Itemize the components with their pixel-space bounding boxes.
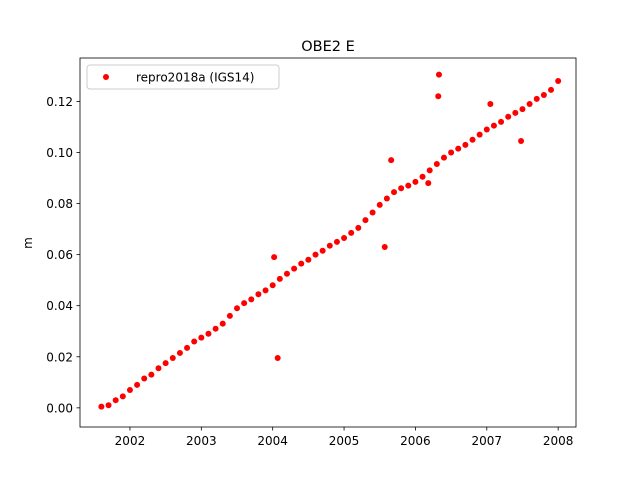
x-tick-label: 2007: [472, 434, 503, 448]
data-point: [241, 300, 248, 307]
data-point: [169, 355, 176, 362]
axes: 2002 2003 2004 2005 2006 2007 2008 0.00 0.02 0.04…: [46, 57, 577, 448]
data-point: [198, 334, 205, 341]
data-point: [341, 235, 348, 242]
data-point: [148, 371, 155, 378]
y-axis-label: m: [21, 237, 35, 249]
data-point: [112, 397, 119, 404]
y-tick-label: 0.10: [46, 146, 73, 160]
data-point: [126, 386, 133, 393]
data-point: [269, 282, 276, 289]
data-point: [333, 238, 340, 245]
data-point: [469, 136, 476, 143]
data-point: [348, 229, 355, 236]
data-point: [505, 113, 512, 120]
plot-area: [98, 71, 562, 410]
data-point: [483, 126, 490, 133]
data-point: [274, 355, 281, 362]
data-point: [391, 189, 398, 196]
data-point: [312, 251, 319, 258]
data-point: [555, 77, 562, 84]
data-point: [476, 131, 483, 138]
data-point: [425, 180, 432, 187]
data-point: [184, 344, 191, 351]
data-point: [435, 93, 442, 100]
data-point: [381, 243, 388, 250]
data-point: [162, 360, 169, 367]
data-point: [276, 275, 283, 282]
data-point: [383, 195, 390, 202]
data-point: [526, 100, 533, 107]
data-point: [283, 270, 290, 277]
data-point: [298, 260, 305, 267]
y-tick-label: 0.00: [46, 401, 73, 415]
data-point: [426, 167, 433, 174]
data-point: [226, 312, 233, 319]
data-point: [134, 381, 141, 388]
data-point: [176, 349, 183, 356]
data-point: [212, 325, 219, 332]
legend-label: repro2018a (IGS14): [136, 71, 254, 85]
y-tick-label: 0.12: [46, 95, 73, 109]
data-point: [98, 403, 105, 410]
data-point: [435, 71, 442, 78]
y-tick-label: 0.08: [46, 197, 73, 211]
data-point: [319, 247, 326, 254]
data-point: [440, 154, 447, 161]
data-point: [271, 254, 278, 261]
data-point: [487, 100, 494, 107]
x-tick-label: 2005: [329, 434, 360, 448]
data-point: [355, 224, 362, 231]
axes-frame: [79, 57, 577, 428]
data-point: [262, 287, 269, 294]
legend-box: [86, 64, 280, 90]
data-point: [498, 118, 505, 125]
x-tick-label: 2002: [115, 434, 146, 448]
data-point: [219, 320, 226, 327]
data-point: [462, 141, 469, 148]
data-point: [540, 92, 547, 99]
data-point: [362, 217, 369, 224]
data-point: [376, 201, 383, 208]
data-point: [326, 242, 333, 249]
data-point: [155, 365, 162, 372]
x-tick-label: 2003: [186, 434, 217, 448]
data-point: [519, 106, 526, 113]
data-point: [433, 160, 440, 167]
data-point: [398, 185, 405, 192]
y-tick-label: 0.02: [46, 350, 73, 364]
data-point: [455, 145, 462, 152]
y-tick-label: 0.06: [46, 248, 73, 262]
y-tick-label: 0.04: [46, 299, 73, 313]
data-point: [305, 256, 312, 263]
data-point: [405, 182, 412, 189]
data-point: [105, 402, 112, 409]
data-point: [518, 137, 525, 144]
data-point: [490, 122, 497, 129]
data-point: [255, 291, 262, 298]
data-point: [412, 178, 419, 185]
data-point: [119, 393, 126, 400]
legend-marker: [103, 74, 109, 80]
chart-title: OBE2 E: [301, 39, 355, 55]
data-point: [448, 149, 455, 156]
data-point: [291, 265, 298, 272]
x-tick-label: 2008: [543, 434, 574, 448]
data-point: [191, 338, 198, 345]
data-point: [388, 157, 395, 164]
data-point: [369, 209, 376, 216]
legend: repro2018a (IGS14): [86, 64, 280, 90]
data-point: [419, 173, 426, 180]
x-tick-label: 2006: [400, 434, 431, 448]
data-point: [548, 86, 555, 93]
data-point: [248, 296, 255, 303]
data-point: [234, 305, 241, 312]
data-point: [533, 95, 540, 102]
data-point: [141, 375, 148, 382]
data-point: [512, 109, 519, 116]
data-point: [205, 330, 212, 337]
x-tick-label: 2004: [257, 434, 288, 448]
